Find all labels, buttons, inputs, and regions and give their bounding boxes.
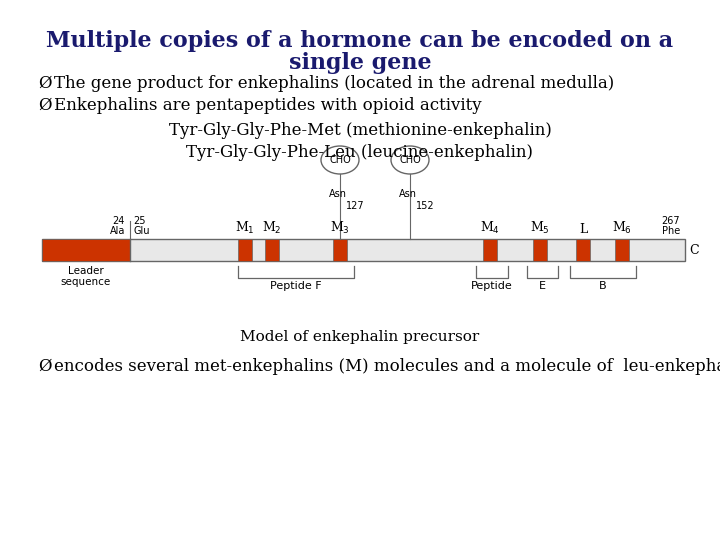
Text: M$_6$: M$_6$ bbox=[612, 220, 632, 236]
Text: encodes several met-enkephalins (M) molecules and a molecule of  leu-enkephalin : encodes several met-enkephalins (M) mole… bbox=[54, 358, 720, 375]
Text: Ø: Ø bbox=[38, 97, 52, 114]
Text: Tyr-Gly-Gly-Phe-Met (methionine-enkephalin): Tyr-Gly-Gly-Phe-Met (methionine-enkephal… bbox=[168, 122, 552, 139]
Bar bbox=[615, 239, 629, 261]
Text: Ala: Ala bbox=[109, 226, 125, 236]
Text: C: C bbox=[689, 244, 698, 256]
Text: E: E bbox=[539, 281, 546, 291]
Text: sequence: sequence bbox=[61, 277, 111, 287]
Text: Ø: Ø bbox=[38, 358, 52, 375]
Text: Leader: Leader bbox=[68, 266, 104, 276]
Text: Asn: Asn bbox=[329, 189, 347, 199]
Bar bbox=[483, 239, 497, 261]
Text: L: L bbox=[579, 223, 587, 236]
Text: 24: 24 bbox=[112, 216, 125, 226]
Bar bbox=[42, 239, 685, 261]
Text: 152: 152 bbox=[416, 201, 435, 211]
Bar bbox=[42, 239, 130, 261]
Text: single gene: single gene bbox=[289, 52, 431, 74]
Text: 267: 267 bbox=[662, 216, 680, 226]
Bar bbox=[265, 239, 279, 261]
Bar bbox=[333, 239, 347, 261]
Text: Tyr-Gly-Gly-Phe-Leu (leucine-enkephalin): Tyr-Gly-Gly-Phe-Leu (leucine-enkephalin) bbox=[186, 144, 534, 161]
Bar bbox=[576, 239, 590, 261]
Text: Peptide F: Peptide F bbox=[270, 281, 322, 291]
Text: CHO: CHO bbox=[399, 155, 421, 165]
Text: Ø: Ø bbox=[38, 75, 52, 92]
Text: Phe: Phe bbox=[662, 226, 680, 236]
Text: Multiple copies of a hormone can be encoded on a: Multiple copies of a hormone can be enco… bbox=[46, 30, 674, 52]
Text: 127: 127 bbox=[346, 201, 364, 211]
Bar bbox=[533, 239, 547, 261]
Text: Peptide: Peptide bbox=[471, 281, 513, 291]
Text: M$_3$: M$_3$ bbox=[330, 220, 350, 236]
Text: 25: 25 bbox=[133, 216, 145, 226]
Ellipse shape bbox=[391, 146, 429, 174]
Text: M$_4$: M$_4$ bbox=[480, 220, 500, 236]
Text: Asn: Asn bbox=[399, 189, 417, 199]
Text: M$_1$: M$_1$ bbox=[235, 220, 255, 236]
Text: Model of enkephalin precursor: Model of enkephalin precursor bbox=[240, 330, 480, 344]
Text: M$_2$: M$_2$ bbox=[262, 220, 282, 236]
Bar bbox=[238, 239, 252, 261]
Text: B: B bbox=[599, 281, 607, 291]
Text: Glu: Glu bbox=[133, 226, 150, 236]
Text: CHO: CHO bbox=[329, 155, 351, 165]
Text: Enkephalins are pentapeptides with opioid activity: Enkephalins are pentapeptides with opioi… bbox=[54, 97, 482, 114]
Text: The gene product for enkephalins (located in the adrenal medulla): The gene product for enkephalins (locate… bbox=[54, 75, 614, 92]
Ellipse shape bbox=[321, 146, 359, 174]
Text: M$_5$: M$_5$ bbox=[530, 220, 550, 236]
